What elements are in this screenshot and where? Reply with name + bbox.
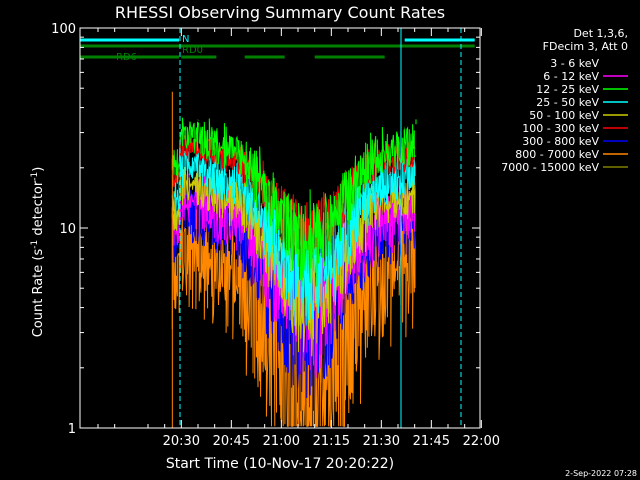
series-line [171, 161, 417, 357]
legend-label: 6 - 12 keV [543, 70, 599, 83]
flag-label: RD0 [182, 45, 203, 56]
y-tick-label: 100 [51, 22, 76, 37]
x-tick-label: 21:00 [263, 434, 300, 449]
legend-label: 12 - 25 keV [536, 83, 599, 96]
y-axis-label: Count Rate (s-1 detector-1) [30, 167, 46, 338]
x-tick-label: 20:45 [213, 434, 250, 449]
legend-label: 800 - 7000 keV [515, 148, 599, 161]
x-tick-label: 22:00 [463, 434, 500, 449]
legend-label: 100 - 300 keV [522, 122, 599, 135]
x-tick-label: 21:45 [413, 434, 450, 449]
data-layer [171, 87, 417, 428]
flag-label: RD6 [116, 52, 137, 63]
svg-text:Count Rate (s-1 detector-1): Count Rate (s-1 detector-1) [30, 167, 46, 338]
legend-label: 25 - 50 keV [536, 96, 599, 109]
x-axis-label: Start Time (10-Nov-17 20:20:22) [166, 456, 394, 472]
x-tick-label: 20:30 [163, 434, 200, 449]
series-line-3-6-kev [171, 87, 417, 131]
y-axis-label-end: ) [31, 167, 46, 172]
chart-title: RHESSI Observing Summary Count Rates [115, 3, 445, 22]
y-axis-label-main: Count Rate (s [31, 249, 46, 338]
legend-label: 300 - 800 keV [522, 135, 599, 148]
legend-label: 50 - 100 keV [529, 109, 599, 122]
y-axis-label-mid: detector [31, 180, 46, 240]
legend-header: Det 1,3,6, [573, 27, 628, 40]
axis-layer: 20:30 20:45 21:00 21:15 21:30 21:45 22:00 1 10 10… [51, 22, 500, 449]
y-axis-label-sup2: -1 [30, 172, 40, 181]
series-line [171, 117, 417, 287]
flag-label: N [182, 34, 189, 45]
x-tick-label: 21:15 [313, 434, 350, 449]
legend-header: FDecim 3, Att 0 [543, 40, 628, 53]
legend-label: 7000 - 15000 keV [501, 161, 599, 174]
legend-label: 3 - 6 keV [550, 57, 599, 70]
y-tick-label: 10 [59, 222, 76, 237]
footer-timestamp: 2-Sep-2022 07:28 [565, 469, 637, 478]
x-tick-label: 21:30 [363, 434, 400, 449]
y-axis-label-sup1: -1 [30, 240, 40, 249]
y-tick-label: 1 [68, 422, 76, 437]
